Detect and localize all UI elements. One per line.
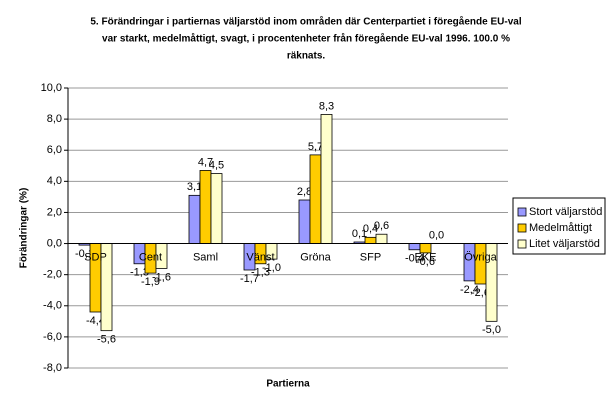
y-tick-label: 2,0 [47,206,62,218]
x-tick-label: Cent [139,251,162,263]
value-label: 4,7 [198,156,213,168]
y-tick-label: 0,0 [47,237,62,249]
value-label: 0,0 [429,229,444,241]
legend-box [512,197,606,255]
bar [364,236,377,244]
bar [210,173,223,244]
bar [474,243,487,285]
y-tick-label: -8,0 [43,362,62,374]
x-tick-label: Gröna [300,251,331,263]
bar [320,114,333,244]
y-axis-label: Förändringar (%) [19,188,30,269]
legend-label: Stort väljarstöd [529,206,602,218]
value-label: 2,8 [297,186,312,198]
x-tick-label: EKE [414,251,436,263]
value-label: -0,4 [405,253,424,265]
value-label: 4,5 [209,159,224,171]
value-label: -5,0 [482,324,501,336]
bar [375,233,388,244]
value-label: 3,1 [187,181,202,193]
legend-swatch [517,239,527,249]
y-tick-label: 6,0 [47,144,62,156]
bar [199,170,212,244]
value-label: -1,0 [262,262,281,274]
x-tick-label: Saml [193,251,218,263]
value-label: -1,7 [240,273,259,285]
chart-title: 5. Förändringar i partiernas väljarstöd … [90,16,521,28]
legend-label: Litet väljarstöd [529,238,600,250]
value-label: 0,4 [363,223,378,235]
chart-title: räknats. [287,51,326,62]
y-tick-label: -2,0 [43,269,62,281]
legend-swatch [517,207,527,217]
y-tick-label: -4,0 [43,300,62,312]
value-label: -0,6 [416,256,435,268]
y-tick-label: 8,0 [47,113,62,125]
x-axis-label: Partierna [266,379,310,390]
bar [298,199,311,244]
x-tick-label: SFP [360,251,381,263]
y-tick-label: 10,0 [41,82,62,94]
value-label: -4,4 [86,315,105,327]
y-tick-label: 4,0 [47,175,62,187]
value-label: 5,7 [308,141,323,153]
y-tick-label: -6,0 [43,331,62,343]
value-label: -1,9 [141,276,160,288]
value-label: 8,3 [319,100,334,112]
chart-title: var starkt, medelmåttigt, svagt, i proce… [102,33,510,45]
x-tick-label: Övriga [464,251,497,263]
value-label: -5,6 [97,334,116,346]
legend-label: Medelmåttigt [529,222,592,234]
value-label: -0,1 [75,248,94,260]
value-label: -2,6 [471,287,490,299]
bar [408,243,421,251]
value-label: -1,3 [251,267,270,279]
value-label: -2,4 [460,284,479,296]
legend-swatch [517,223,527,233]
value-label: -1,6 [152,271,171,283]
bar [309,154,322,244]
value-label: 0,1 [352,228,367,240]
value-label: -1,3 [130,267,149,279]
x-tick-label: SDP [84,251,107,263]
x-tick-label: Vänst [246,251,274,263]
value-label: 0,6 [374,220,389,232]
bar [188,194,201,244]
